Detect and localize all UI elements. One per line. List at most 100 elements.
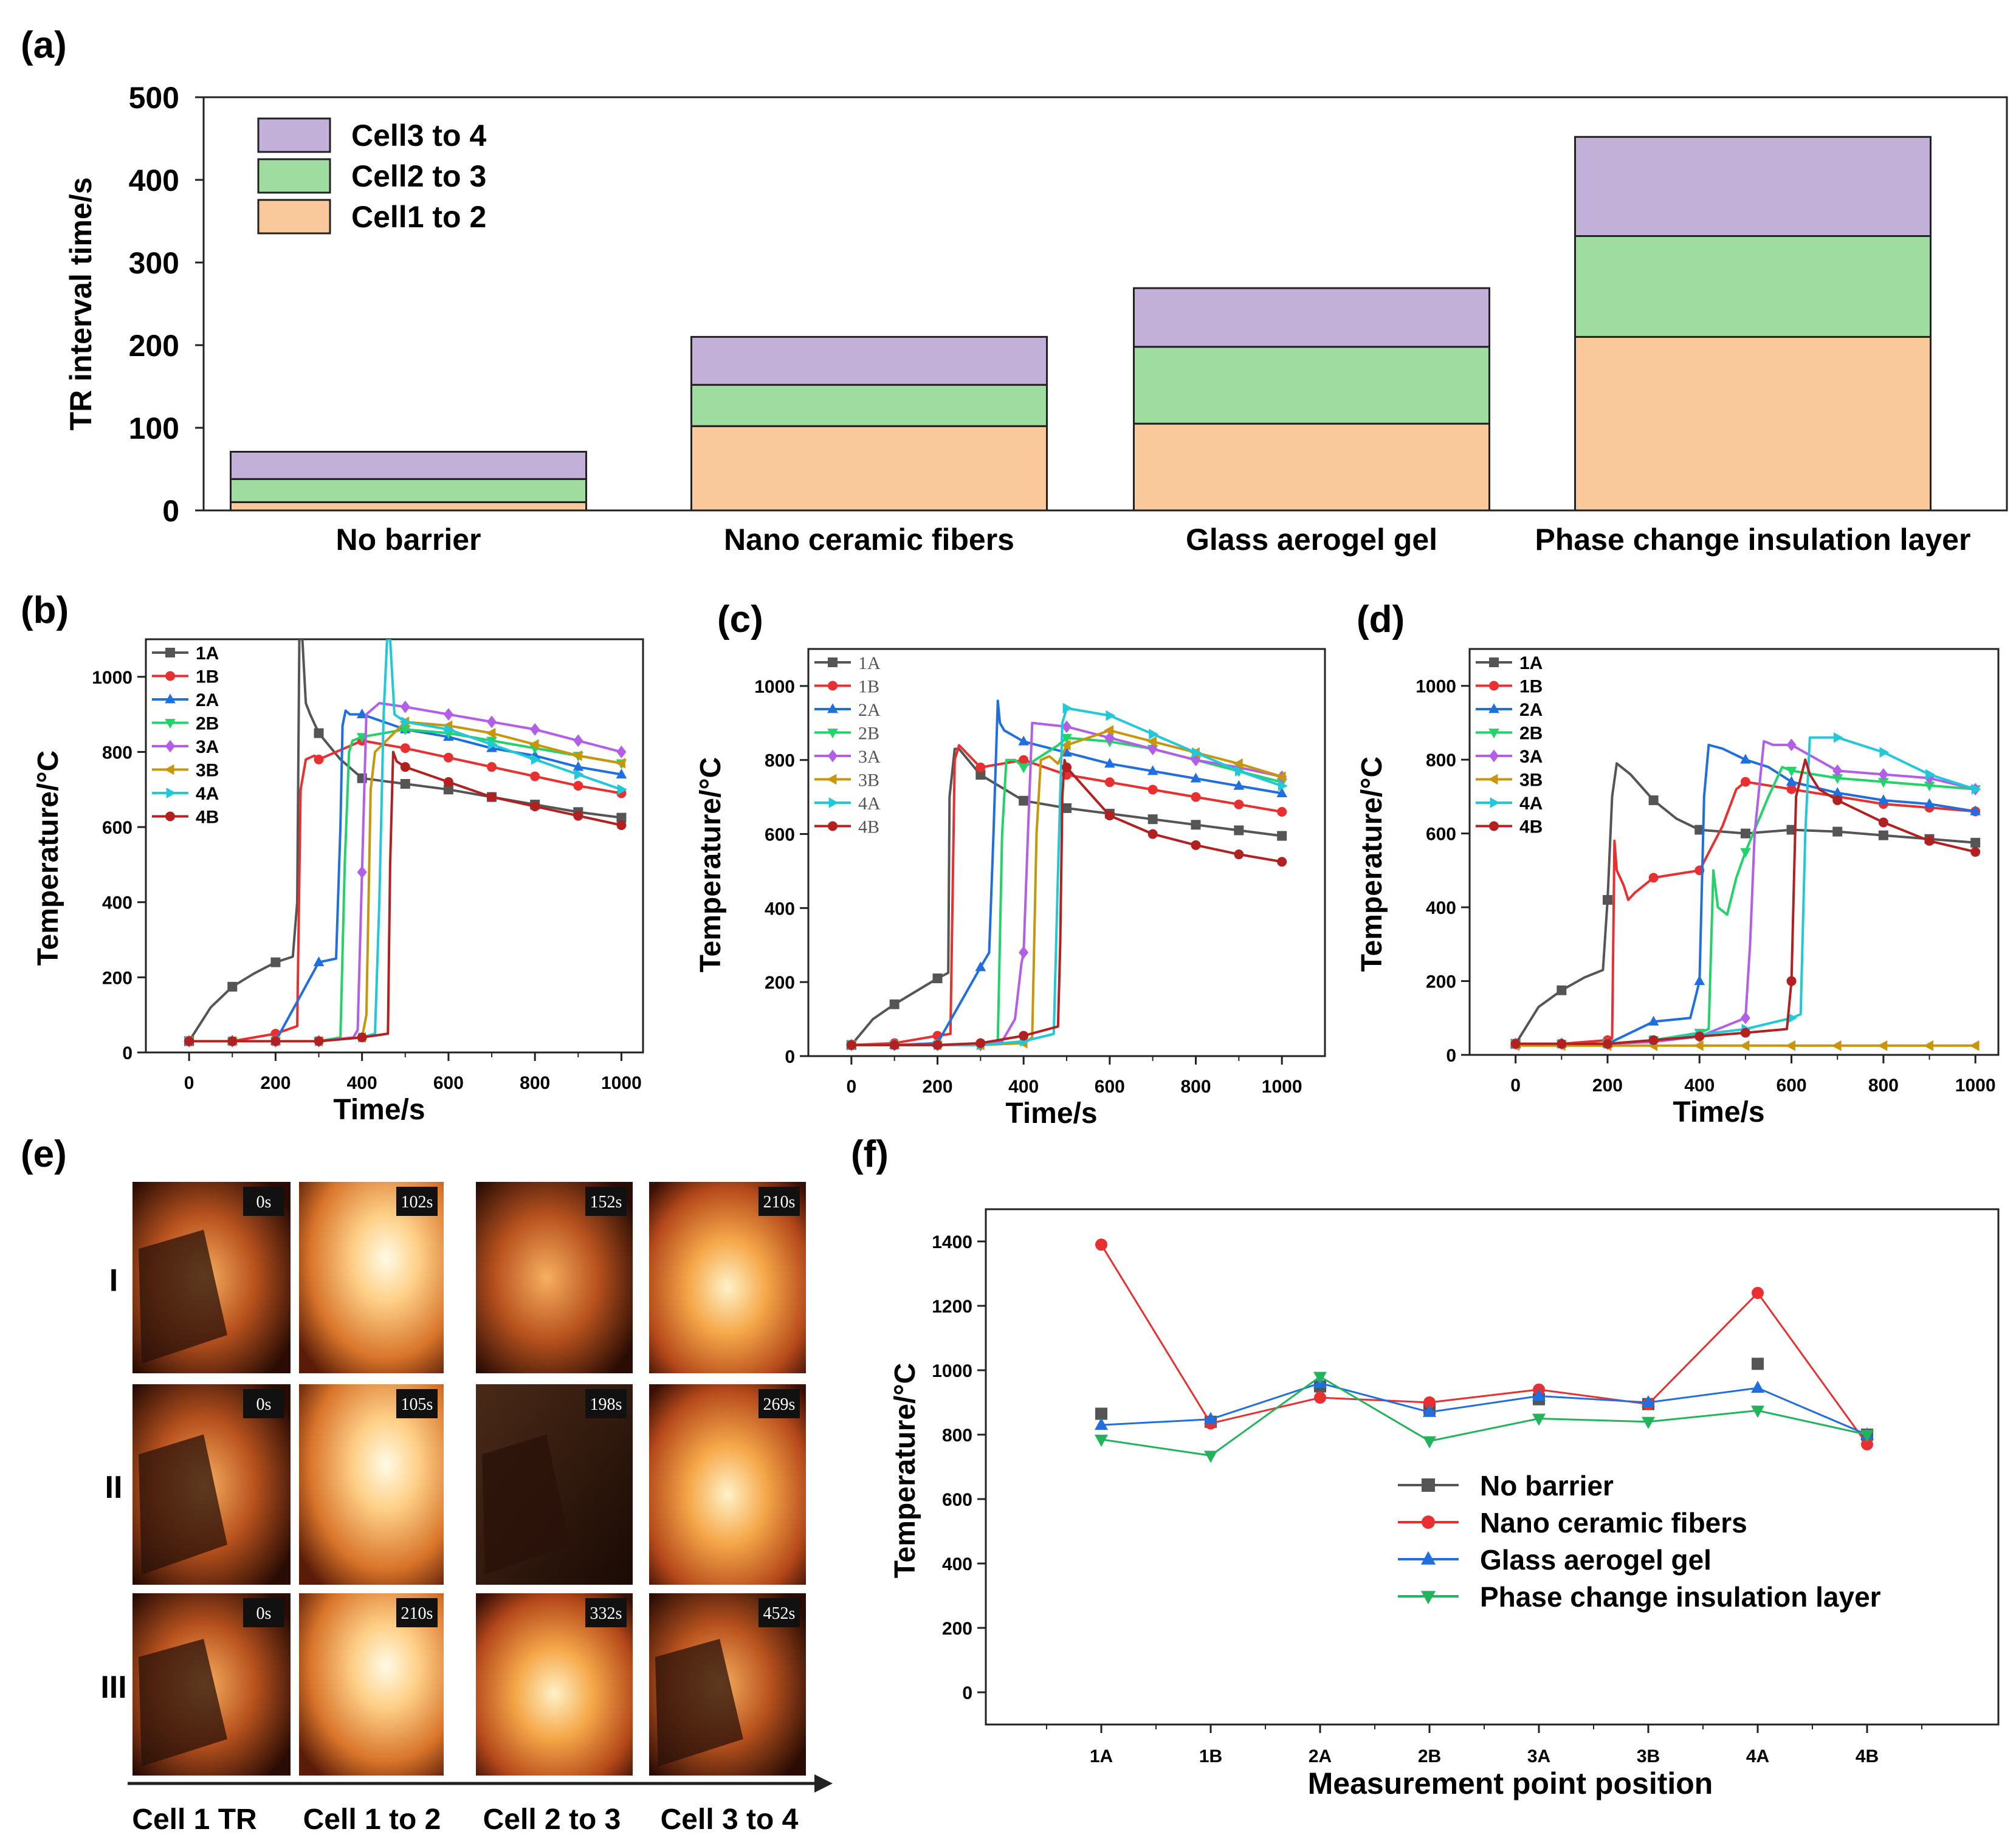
legend-label-2A: 2A: [196, 690, 219, 710]
photo-I-3: 152s: [476, 1182, 633, 1373]
y-tick-label: 500: [129, 81, 179, 115]
legend-marker-1A: [828, 657, 838, 667]
marker-4B: [1019, 1031, 1029, 1041]
chart-f-peak-temperature: 0 200 400 600 800 1000 1200 1400 1A 1B 2A 2B 3A 3B 4A 4…: [889, 1208, 2000, 1800]
legend-label-3B: 3B: [196, 761, 219, 781]
timestamp-box: [396, 1389, 438, 1418]
marker-4B: [1277, 857, 1287, 867]
marker-3A: [1832, 764, 1843, 777]
legend-marker: [1420, 1551, 1436, 1565]
panel-label-b: (b): [21, 589, 69, 631]
marker-1A: [1740, 828, 1750, 839]
photo-II-1: 0s: [132, 1384, 291, 1585]
marker-4B: [184, 1036, 194, 1046]
y-tick-label: 0: [785, 1047, 795, 1067]
series-line-1A: [850, 747, 1282, 1046]
legend-marker-1B: [165, 671, 175, 681]
marker-1A: [889, 999, 900, 1009]
photo-III-2: 210s: [299, 1593, 444, 1776]
y-tick-label: 200: [102, 968, 132, 988]
marker-4B: [1970, 847, 1981, 857]
legend-label-1B: 1B: [858, 677, 879, 697]
column-label: Cell 2 to 3: [483, 1804, 621, 1836]
point-2B: [1423, 1404, 1436, 1417]
legend-marker-4B: [828, 821, 838, 831]
series-line: [1101, 1375, 1868, 1457]
y-tick-label: 100: [129, 411, 179, 445]
chart-c-nano-ceramic-temperature: 0 200 400 600 800 1000 0 200 400 600 800 1000 Time/s…: [695, 648, 1326, 1130]
legend-marker: [1422, 1478, 1435, 1492]
legend-label: No barrier: [1480, 1470, 1614, 1502]
x-tick-label: 1000: [601, 1073, 642, 1093]
marker-4B: [357, 1032, 367, 1043]
marker-1A: [616, 812, 627, 823]
series-4B: [184, 750, 627, 1046]
photo-III-4: 452s: [649, 1593, 806, 1776]
marker-3B: [529, 739, 539, 750]
battery-silhouette: [139, 1639, 227, 1766]
marker-4A: [531, 754, 541, 765]
point-2A: [1313, 1371, 1327, 1384]
x-axis-label: Time/s: [1005, 1097, 1097, 1130]
category-label: Phase change insulation layer: [1535, 523, 1971, 557]
marker-4B: [1557, 1038, 1567, 1049]
marker-4A: [1925, 769, 1936, 780]
x-tick-label: 400: [1008, 1077, 1039, 1097]
marker-2A: [1061, 746, 1072, 757]
marker-4B: [1924, 836, 1935, 846]
point-1B: [1204, 1412, 1217, 1424]
legend-marker-3B: [827, 774, 837, 785]
legend-label-4A: 4A: [858, 794, 881, 814]
series-4A: [185, 639, 628, 1047]
legend-label-3A: 3A: [858, 747, 881, 767]
legend-swatch: [257, 117, 331, 153]
marker-1A: [1970, 837, 1981, 848]
bar-4-cell3-to-4: [1574, 136, 1932, 237]
marker-1B: [443, 752, 453, 763]
marker-2A: [356, 709, 368, 719]
series-line-1B: [851, 744, 1282, 1046]
battery-silhouette: [655, 1639, 743, 1766]
y-axis-label: Temperature/°C: [889, 1363, 921, 1578]
marker-4B: [975, 1038, 986, 1048]
marker-1A: [1191, 820, 1201, 830]
legend-label-2B: 2B: [858, 724, 879, 744]
legend-marker-1B: [1489, 681, 1499, 691]
marker-4A: [1149, 729, 1159, 740]
point-4B: [1860, 1430, 1874, 1442]
marker-2B: [1878, 778, 1889, 788]
timestamp-box: [585, 1187, 627, 1216]
series-line-1A: [188, 639, 622, 1042]
x-tick-label: 1A: [1090, 1746, 1113, 1766]
marker-1A: [1062, 803, 1072, 813]
y-axis-label: Temperature/°C: [695, 757, 727, 972]
x-tick-label: 400: [1684, 1076, 1715, 1096]
x-tick-label: 800: [1180, 1077, 1211, 1097]
series-1A: [184, 639, 627, 1046]
marker-2B: [1832, 774, 1843, 784]
marker-4B: [1147, 829, 1158, 839]
timestamp-label: 210s: [763, 1193, 796, 1212]
marker-3B: [486, 727, 496, 739]
y-tick-label: 300: [129, 246, 179, 280]
y-tick-label: 200: [1426, 972, 1456, 992]
panel-label-e: (e): [21, 1133, 67, 1175]
marker-1B: [1786, 784, 1797, 794]
x-tick-label: 3A: [1527, 1746, 1550, 1766]
series-2B: [846, 733, 1287, 1051]
marker-4B: [573, 811, 583, 821]
x-tick-label: 2B: [1418, 1746, 1441, 1766]
timestamp-box: [759, 1389, 800, 1418]
y-axis-label: TR interval time/s: [64, 177, 98, 431]
photo-II-3: 198s: [476, 1384, 633, 1585]
marker-4B: [1234, 849, 1244, 860]
series-line-3A: [189, 702, 622, 1043]
y-tick-label: 800: [102, 743, 132, 763]
marker-1A: [1694, 825, 1705, 835]
marker-4A: [618, 784, 628, 795]
legend-label-4B: 4B: [1519, 817, 1543, 837]
point-4A: [1752, 1286, 1764, 1299]
marker-2A: [1694, 975, 1705, 985]
marker-4B: [1878, 817, 1888, 828]
marker-3B: [1104, 725, 1114, 736]
